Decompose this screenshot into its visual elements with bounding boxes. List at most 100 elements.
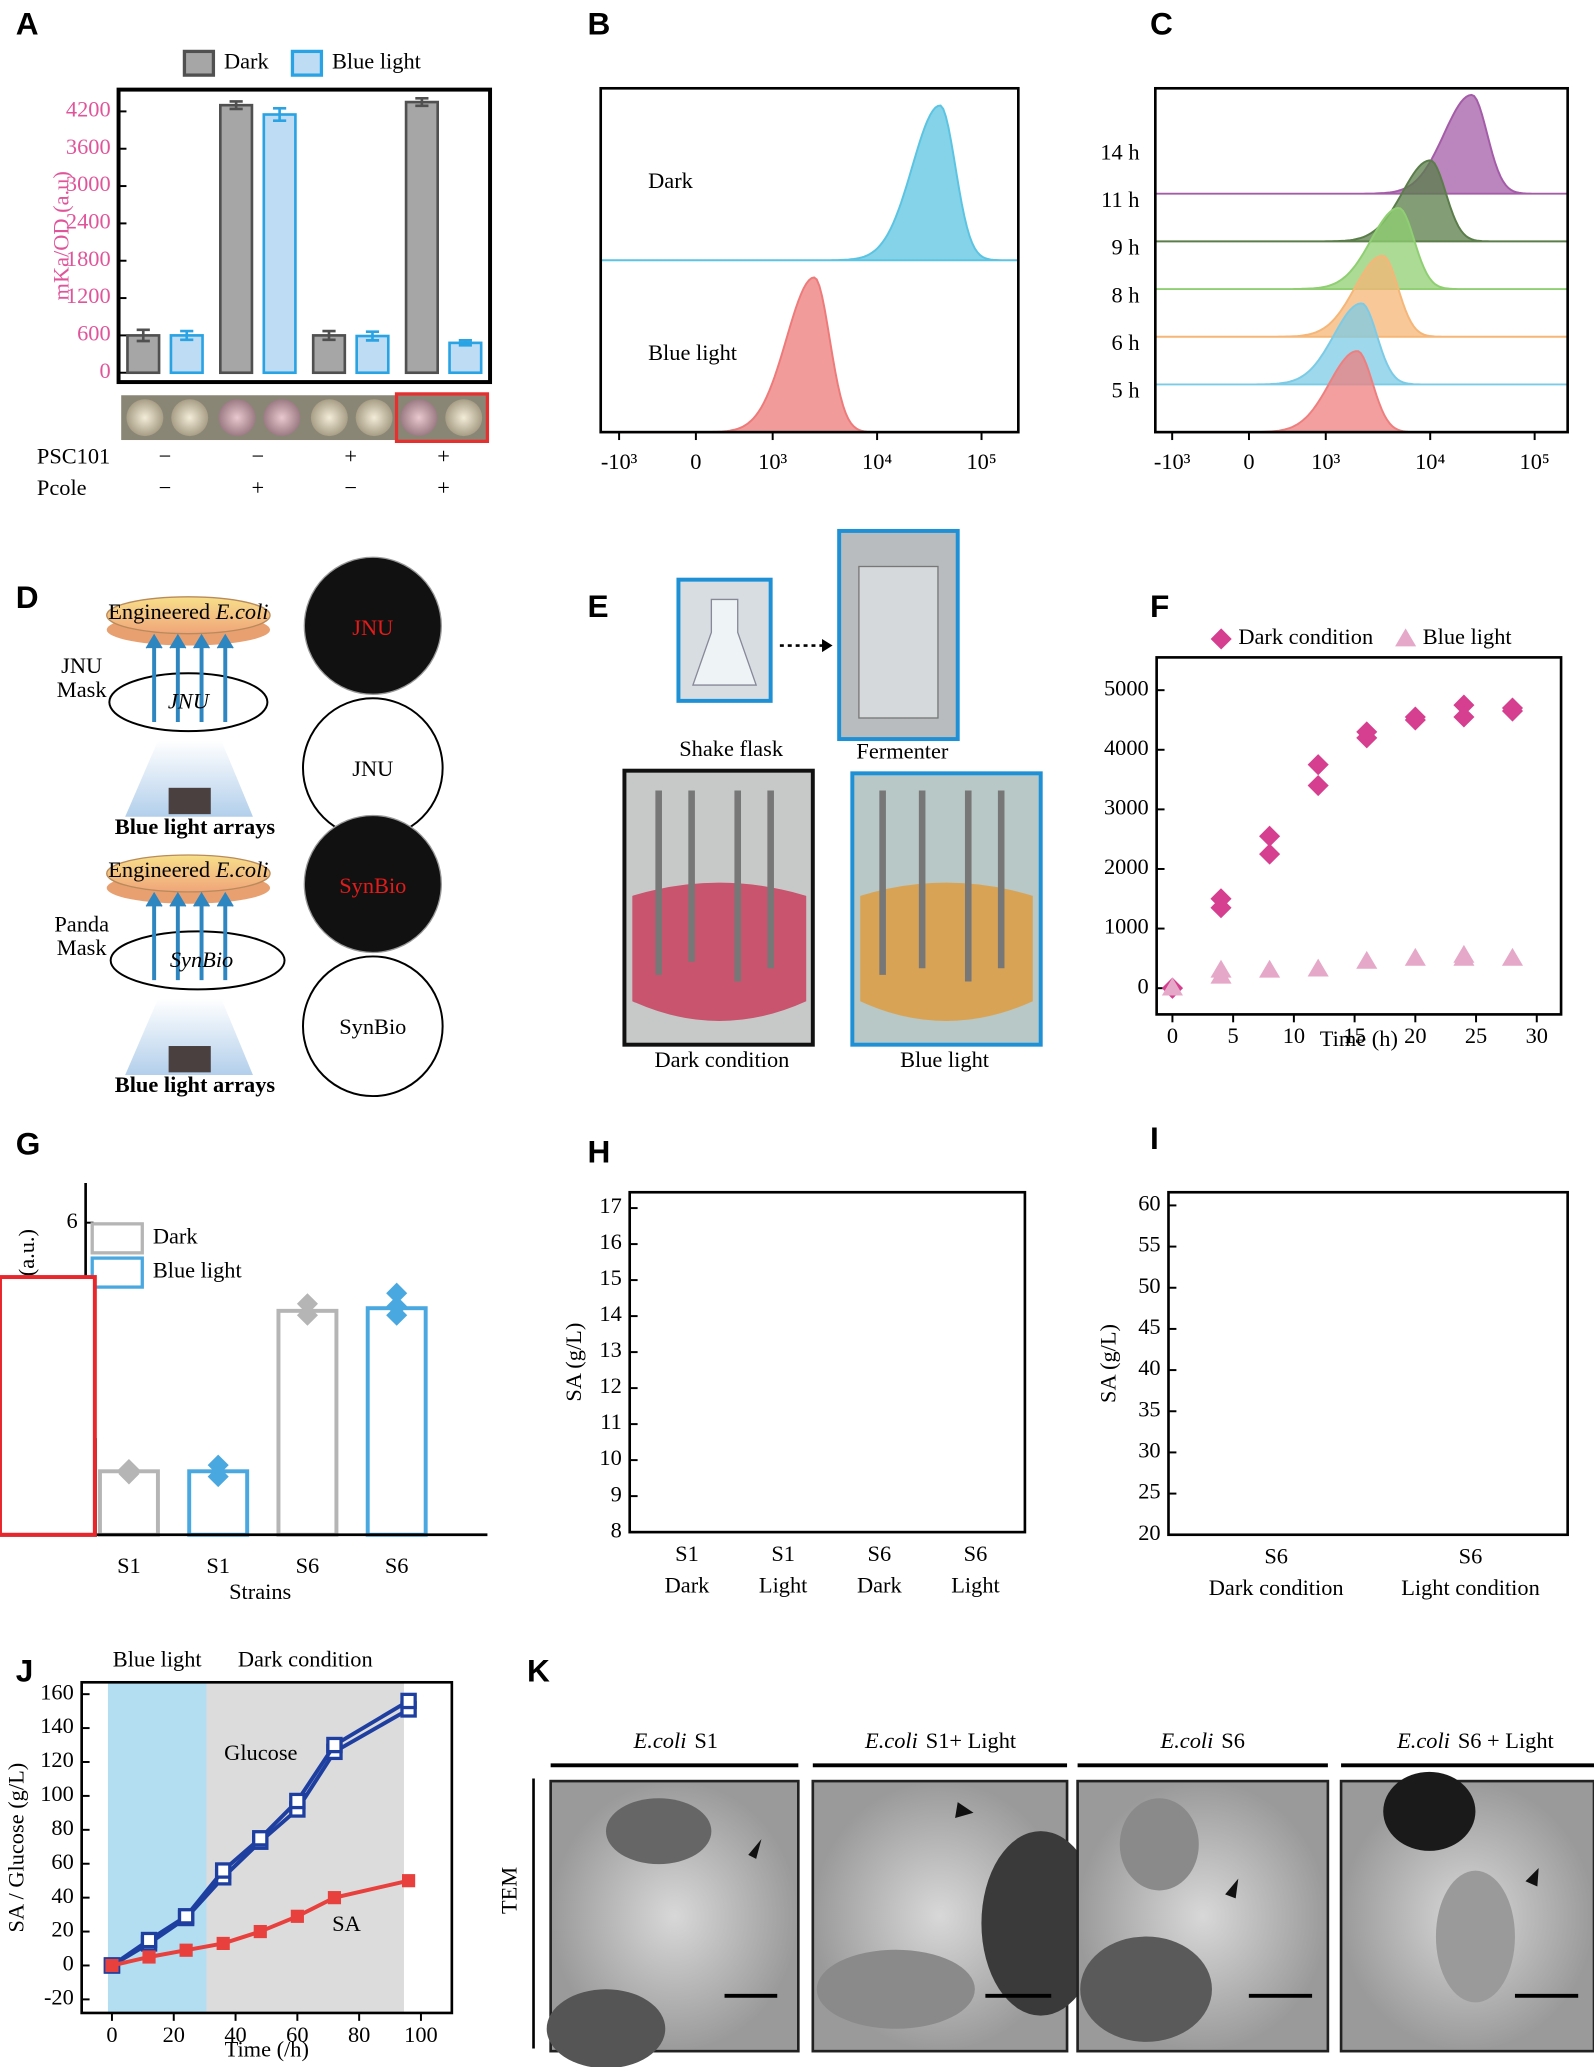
y-axis-label: SA / Glucose (g/L) [4, 1763, 29, 1933]
mask-text: JNU [168, 689, 211, 714]
y-tick-label: 60 [51, 1849, 73, 1874]
series-label: 11 h [1101, 187, 1139, 212]
panel-label: H [588, 1133, 611, 1169]
point [1356, 950, 1378, 969]
condition-sign: − [344, 475, 357, 500]
density-curve [1155, 254, 1568, 338]
x-tick-label: S1 [675, 1541, 699, 1566]
point [105, 1958, 119, 1973]
point [207, 1454, 229, 1476]
strain: S6 [1221, 1728, 1245, 1753]
method-label: TEM [496, 1867, 521, 1914]
bar [276, 1308, 339, 1537]
dish-species: E.coli [215, 599, 269, 624]
y-tick-label: 60 [1138, 1191, 1160, 1216]
series-label: Dark [648, 168, 694, 193]
x-tick-label: 0 [1167, 1023, 1178, 1048]
y-axis-label: mKa/OD (a.u) [48, 171, 73, 300]
panel-label: G [16, 1125, 41, 1161]
mask-label: Mask [57, 935, 108, 960]
x-tick-label: Light [951, 1573, 1000, 1598]
x-tick-label: 20 [163, 2022, 185, 2047]
y-tick-label: 12 [599, 1373, 621, 1398]
legend-label: Blue light [153, 1258, 243, 1283]
plot-frame [1155, 656, 1563, 1016]
point [253, 1924, 267, 1939]
x-axis-label: Time (h) [1320, 1026, 1398, 1051]
point [177, 1908, 195, 1925]
error-bar [229, 100, 243, 111]
mask-text: SynBio [170, 947, 233, 972]
point [1161, 977, 1183, 996]
series-label: 5 h [1112, 378, 1140, 403]
bar [404, 100, 440, 375]
panel-label: K [527, 1652, 550, 1688]
point [1501, 947, 1524, 966]
y-tick-label: 8 [611, 1517, 622, 1542]
y-tick-label: 600 [77, 321, 111, 346]
x-tick-label: S1 [117, 1553, 141, 1578]
x-axis-label: Time (/h) [225, 2036, 309, 2061]
y-tick-label: 9 [611, 1481, 622, 1506]
species: E.coli [1396, 1728, 1450, 1753]
x-tick-label: 30 [1526, 1023, 1548, 1048]
bar [448, 341, 483, 375]
legend-label: Dark [153, 1223, 199, 1248]
y-tick-label: 160 [40, 1679, 74, 1704]
y-tick-label: 4200 [66, 97, 111, 122]
legend-label: Blue light [332, 48, 422, 73]
legend-label: Blue light [1423, 624, 1513, 649]
image-heading: E.coli S6 [1160, 1728, 1245, 1753]
photo-caption: Fermenter [856, 739, 948, 764]
image-heading: E.coli S1+ Light [864, 1728, 1017, 1753]
point [1453, 706, 1475, 728]
mask-label: Mask [57, 677, 108, 702]
series-label: 6 h [1112, 330, 1140, 355]
y-tick-label: 3600 [66, 134, 111, 159]
legend-marker [1395, 628, 1417, 647]
y-tick-label: 4000 [1104, 735, 1149, 760]
light-label: Blue light arrays [115, 814, 276, 839]
series-label: Blue light [648, 340, 738, 365]
x-tick-label: 10 [1283, 1023, 1305, 1048]
strain: S6 + Light [1458, 1728, 1555, 1753]
photo-caption: Blue light [900, 1047, 990, 1072]
point [386, 1282, 408, 1304]
condition-label: PSC101 [37, 444, 110, 469]
point [1307, 958, 1329, 977]
bar [365, 1306, 428, 1537]
dish-species: E.coli [215, 857, 269, 882]
error-bar [322, 329, 336, 342]
y-tick-label: -20 [44, 1985, 74, 2010]
point [1259, 959, 1281, 978]
x-tick-label: 10⁴ [862, 449, 892, 474]
panel-d-diagram [106, 556, 444, 1098]
y-tick-label: 55 [1138, 1232, 1160, 1257]
x-tick-label: S6 [1459, 1544, 1483, 1569]
image-heading: E.coli S6 + Light [1396, 1728, 1554, 1753]
y-axis-label: SA (g/L) [1096, 1324, 1121, 1403]
species: E.coli [864, 1728, 918, 1753]
y-tick-label: 2400 [66, 209, 111, 234]
condition-sign: + [344, 444, 357, 469]
point [1501, 697, 1524, 719]
region-label: Blue light [113, 1646, 203, 1671]
x-tick-label: 25 [1465, 1023, 1487, 1048]
bar [355, 334, 390, 375]
dish-label: Engineered E.coli [108, 599, 268, 624]
legend-marker [1210, 628, 1232, 650]
legend-swatch [90, 1256, 144, 1289]
point [327, 1891, 342, 1905]
y-tick-label: 0 [63, 1951, 74, 1976]
point [400, 1692, 417, 1710]
y-tick-label: 20 [1138, 1520, 1160, 1545]
density-curve [1155, 93, 1568, 195]
dish-text: Engineered [108, 599, 215, 624]
y-tick-label: 30 [1138, 1438, 1160, 1463]
condition-sign: + [437, 444, 450, 469]
x-tick-label: Light [759, 1573, 808, 1598]
x-tick-label: Dark [665, 1573, 711, 1598]
y-tick-label: 3000 [1104, 795, 1149, 820]
point [1259, 825, 1281, 847]
